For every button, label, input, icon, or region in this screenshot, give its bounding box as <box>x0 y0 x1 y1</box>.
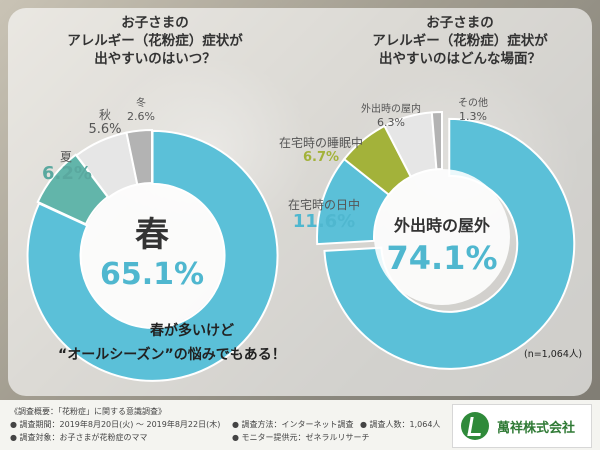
label-indoor-name: 外出時の屋内 <box>361 104 421 115</box>
label-daytime-name: 在宅時の日中 <box>287 198 360 212</box>
pie-left-center <box>80 183 224 327</box>
left-title-line-2: アレルギー（花粉症）症状が <box>67 33 243 49</box>
label-outdoor-daytime: 在宅時の日中 11.6% <box>276 198 372 232</box>
left-center-name: 春 <box>135 215 169 255</box>
pie-right-slice-0 <box>323 117 576 370</box>
footer-heading: 《調査概要：「花粉症」に関する意識調査》 <box>10 407 166 416</box>
footer-period: ● 調査期間：2019年8月20日(火) ～ 2019年8月22日(木) <box>10 420 221 429</box>
right-chart-title: お子さまの アレルギー（花粉症）症状が 出やすいのはどんな場面？ <box>350 14 570 68</box>
pie-right-center <box>374 169 510 305</box>
label-winter-name: 冬 <box>136 98 146 109</box>
note-line-2: “オールシーズン”の悩みでもある！ <box>58 347 286 363</box>
pie-left-slice-0 <box>26 129 279 382</box>
right-title-line-1: お子さまの <box>426 15 494 31</box>
footer-method: ● 調査方法：インターネット調査 <box>232 420 354 429</box>
label-sleep-name: 在宅時の睡眠中 <box>278 136 363 150</box>
left-chart-title: お子さまの アレルギー（花粉症）症状が 出やすいのはいつ？ <box>55 14 255 68</box>
label-other-value: 1.3% <box>459 110 487 123</box>
label-sleep-value: 6.7% <box>302 150 340 165</box>
right-center-name: 外出時の屋外 <box>393 216 490 235</box>
label-indoor-value: 6.3% <box>377 116 405 129</box>
label-autumn: 秋 5.6% <box>85 108 125 137</box>
left-center-value: 65.1% <box>99 257 205 292</box>
footer-target: ● 調査対象：お子さまが花粉症のママ <box>10 433 148 442</box>
label-summer-value: 6.2% <box>42 163 92 184</box>
left-title-line-3: 出やすいのはいつ？ <box>94 51 216 67</box>
company-logo: 萬祥株式会社 <box>452 404 592 448</box>
label-sleep: 在宅時の睡眠中 6.7% <box>266 136 376 165</box>
sample-size-note: (n=1,064人) <box>524 349 583 360</box>
label-summer: 夏 6.2% <box>42 150 92 184</box>
label-autumn-name: 秋 <box>98 108 111 122</box>
label-summer-name: 夏 <box>59 150 72 164</box>
label-winter-value: 2.6% <box>127 110 155 123</box>
left-title-line-1: お子さまの <box>121 15 189 31</box>
label-other: その他 1.3% <box>448 98 498 123</box>
right-title-line-3: 出やすいのはどんな場面？ <box>379 51 541 67</box>
note-line-1: 春が多いけど <box>150 323 234 339</box>
footer-monitor: ● モニター提供元：ゼネラルリサーチ <box>232 433 370 442</box>
label-other-name: その他 <box>458 98 488 109</box>
label-winter: 冬 2.6% <box>123 98 159 123</box>
label-autumn-value: 5.6% <box>88 122 122 137</box>
logo-text: 萬祥株式会社 <box>497 420 576 436</box>
footer-count: ● 調査人数：1,064人 <box>360 420 441 429</box>
right-title-line-2: アレルギー（花粉症）症状が <box>372 33 548 49</box>
label-indoor: 外出時の屋内 6.3% <box>346 104 436 129</box>
label-daytime-value: 11.6% <box>292 211 356 232</box>
leaf-logo-icon <box>461 412 489 440</box>
right-center-value: 74.1% <box>386 239 498 277</box>
